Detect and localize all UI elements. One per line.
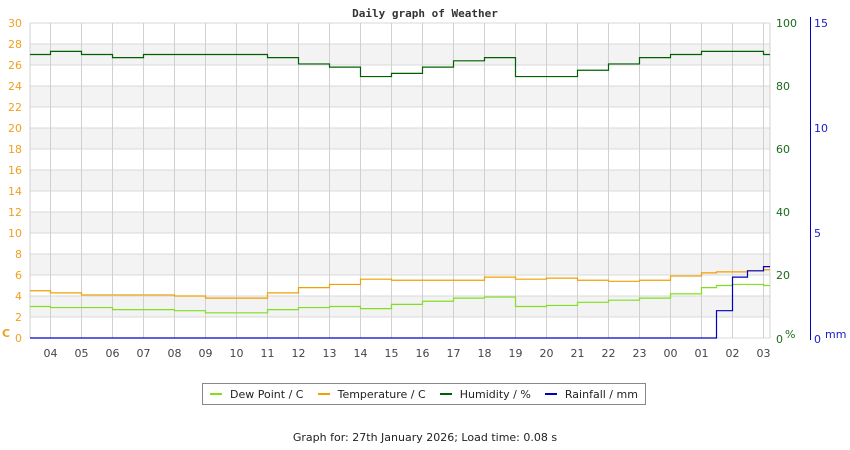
right-axis-tick: 20 [776, 269, 790, 282]
left-axis-tick: 30 [8, 17, 22, 30]
chart-title: Daily graph of Weather [352, 7, 498, 20]
right-axis-tick: 60 [776, 143, 790, 156]
x-tick-label: 18 [478, 347, 492, 360]
left-axis-unit: C [2, 327, 10, 340]
far-right-axis-tick: 5 [814, 227, 821, 240]
far-right-axis-tick: 10 [814, 122, 828, 135]
series-line [30, 269, 770, 299]
far-right-axis-unit: mm [825, 328, 846, 341]
far-right-axis-tick: 15 [814, 17, 828, 30]
x-tick-label: 10 [230, 347, 244, 360]
x-tick-label: 16 [416, 347, 430, 360]
legend-item-temperature: Temperature / C [317, 387, 426, 401]
legend-label: Rainfall / mm [564, 387, 638, 401]
weather-chart: 04 05 06 07 08 09 10 11 12 13 14 15 16 17 18 19 20 21 22 23… [2, 17, 846, 360]
legend-item-dew-point: Dew Point / C [210, 388, 303, 401]
footer-status: Graph for: 27th January 2026; Load time:… [292, 431, 558, 444]
series-line [30, 266, 770, 339]
x-tick-label: 01 [695, 347, 709, 360]
right-axis-tick: 40 [776, 206, 790, 219]
legend-label: Dew Point / C [230, 387, 304, 401]
x-tick-label: 20 [540, 347, 554, 360]
x-tick-label: 19 [509, 347, 523, 360]
right-axis-tick: 100 [776, 17, 797, 30]
far-right-axis-tick: 0 [814, 333, 821, 346]
legend: Dew Point / C Temperature / C Humidity /… [202, 383, 646, 405]
left-axis-tick: 4 [15, 290, 22, 303]
legend-item-humidity: Humidity / % [439, 387, 531, 401]
x-tick-label: 02 [726, 347, 740, 360]
legend-item-rainfall: Rainfall / mm [544, 387, 638, 401]
right-axis-tick: 0 [776, 333, 783, 346]
x-tick-label: 17 [447, 347, 461, 360]
x-tick-label: 07 [137, 347, 151, 360]
x-tick-label: 03 [757, 347, 771, 360]
x-tick-label: 06 [106, 347, 120, 360]
left-axis-tick: 14 [8, 185, 22, 198]
left-axis-tick: 26 [8, 59, 22, 72]
left-axis-tick: 16 [8, 164, 22, 177]
left-axis-tick: 24 [8, 80, 22, 93]
x-tick-label: 23 [633, 347, 647, 360]
x-tick-label: 04 [44, 347, 58, 360]
left-axis-tick: 18 [8, 143, 22, 156]
legend-label: Temperature / C [337, 387, 426, 401]
series-line [30, 283, 770, 314]
left-axis-tick: 22 [8, 101, 22, 114]
left-axis-tick: 12 [8, 206, 22, 219]
x-tick-label: 08 [168, 347, 182, 360]
right-axis-unit: % [785, 328, 795, 341]
x-tick-label: 22 [602, 347, 616, 360]
x-tick-label: 09 [199, 347, 213, 360]
x-tick-label: 05 [75, 347, 89, 360]
dew-point-swatch-icon [210, 393, 223, 395]
humidity-swatch-icon [439, 393, 452, 395]
temperature-swatch-icon [317, 393, 330, 395]
series-line [30, 50, 770, 78]
rainfall-swatch-icon [544, 393, 557, 395]
x-tick-label: 00 [664, 347, 678, 360]
left-axis-tick: 6 [15, 269, 22, 282]
left-axis-tick: 28 [8, 38, 22, 51]
x-tick-label: 15 [385, 347, 399, 360]
left-axis-tick: 10 [8, 227, 22, 240]
legend-label: Humidity / % [459, 387, 531, 401]
left-axis-tick: 2 [15, 311, 22, 324]
x-tick-label: 14 [354, 347, 368, 360]
left-axis-tick: 8 [15, 248, 22, 261]
x-tick-label: 12 [292, 347, 306, 360]
x-tick-label: 13 [323, 347, 337, 360]
x-tick-label: 21 [571, 347, 585, 360]
x-tick-label: 11 [261, 347, 275, 360]
left-axis-tick: 0 [15, 332, 22, 345]
right-axis-tick: 80 [776, 80, 790, 93]
left-axis-tick: 20 [8, 122, 22, 135]
